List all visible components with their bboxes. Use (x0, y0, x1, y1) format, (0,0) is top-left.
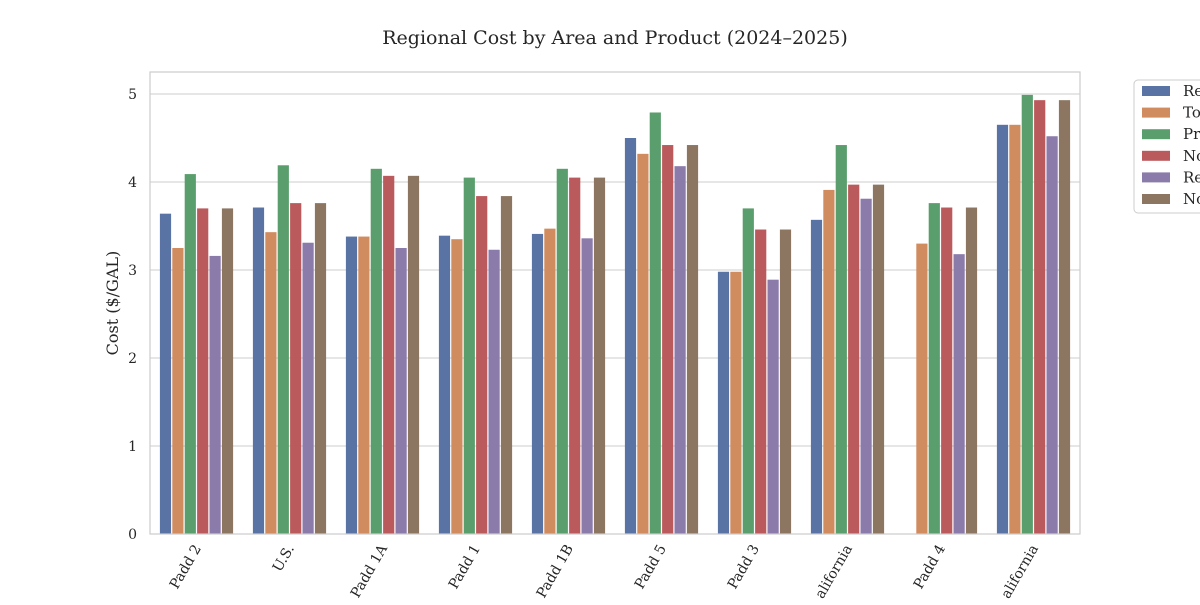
bar (209, 255, 221, 535)
bar (159, 213, 172, 534)
bar (941, 207, 953, 534)
x-tick-label: Padd 1B (534, 542, 577, 600)
bar (197, 208, 209, 534)
bar (593, 177, 606, 534)
bar (407, 175, 420, 534)
legend-label: Re (1183, 82, 1200, 100)
bar (928, 203, 940, 534)
bar (823, 189, 835, 535)
x-tick-label: Padd 3 (725, 542, 763, 592)
bar (674, 166, 686, 534)
bar (395, 248, 407, 534)
bar (1021, 94, 1033, 534)
bar (476, 196, 488, 534)
bar (779, 229, 792, 534)
bar (848, 184, 860, 534)
bar (581, 238, 593, 534)
bar (277, 165, 289, 534)
legend-swatch (1142, 86, 1170, 96)
y-tick-label: 4 (128, 175, 137, 191)
bar (221, 208, 234, 534)
bar (686, 145, 699, 535)
bar (265, 232, 277, 534)
y-tick-label: 2 (128, 351, 137, 367)
legend-label: Pr (1183, 125, 1200, 143)
bar (835, 145, 847, 535)
bar (624, 138, 637, 534)
plot-frame (149, 71, 1081, 535)
legend-swatch (1142, 129, 1170, 140)
bar (488, 249, 500, 534)
bar (860, 198, 872, 534)
legend-label: No (1183, 190, 1200, 208)
y-tick-labels: 0 1 2 3 4 5 (128, 87, 137, 543)
bar (916, 243, 928, 534)
bar (252, 207, 265, 534)
y-tick-label: 3 (128, 263, 137, 279)
bar (569, 177, 581, 534)
legend: Re To Pr No Re No (1133, 79, 1200, 214)
x-tick-label: Padd 4 (911, 542, 949, 592)
bar (1009, 124, 1021, 535)
x-tick-label: Padd 2 (167, 542, 205, 592)
bars (159, 94, 1071, 535)
bar (755, 229, 767, 534)
x-tick-label: alifornia (812, 542, 856, 600)
bar (500, 196, 513, 534)
x-tick-label: Padd 1A (348, 541, 392, 600)
bar (1046, 136, 1058, 535)
bar (965, 207, 978, 534)
bar (810, 219, 823, 534)
bar (767, 279, 779, 534)
bar (370, 168, 382, 535)
legend-label: To (1183, 104, 1200, 122)
bar (556, 168, 568, 535)
bar (358, 236, 370, 534)
bar (463, 177, 475, 534)
y-tick-label: 0 (128, 527, 137, 543)
bar (314, 203, 327, 534)
x-tick-labels: Padd 2 U.S. Padd 1A Padd 1 Padd 1B Padd 5 Padd… (167, 541, 1042, 601)
bar (1058, 100, 1071, 534)
bar (184, 174, 196, 534)
bar (717, 271, 730, 534)
bar (649, 112, 661, 534)
bar (872, 184, 885, 534)
legend-label: Re (1183, 168, 1200, 186)
x-tick-label: Padd 1 (446, 542, 484, 592)
legend-swatch (1142, 172, 1170, 183)
bar (302, 242, 314, 534)
bar (996, 124, 1009, 535)
legend-swatch (1142, 194, 1170, 204)
bar (531, 233, 544, 535)
x-tick-label: alifornia (998, 542, 1042, 600)
y-axis-label: Cost ($/GAL) (103, 251, 122, 356)
bar (637, 153, 649, 534)
legend-label: No (1183, 147, 1200, 165)
bar (345, 236, 358, 534)
bar (662, 145, 674, 535)
x-tick-label: U.S. (270, 542, 298, 575)
y-tick-label: 1 (128, 439, 137, 455)
x-tick-label: Padd 5 (632, 542, 670, 592)
bar (438, 235, 451, 534)
bar (1034, 100, 1046, 534)
bar (451, 239, 463, 534)
bar (544, 228, 556, 534)
bar (730, 271, 742, 534)
legend-swatch (1142, 107, 1170, 118)
bar (172, 248, 184, 534)
bar (290, 203, 302, 534)
y-tick-label: 5 (128, 87, 137, 103)
bar (383, 175, 395, 534)
grid-lines (150, 93, 1080, 535)
bar (953, 254, 965, 534)
chart-title: Regional Cost by Area and Product (2024–… (382, 27, 847, 49)
legend-swatch (1142, 150, 1170, 161)
bar (742, 208, 754, 534)
